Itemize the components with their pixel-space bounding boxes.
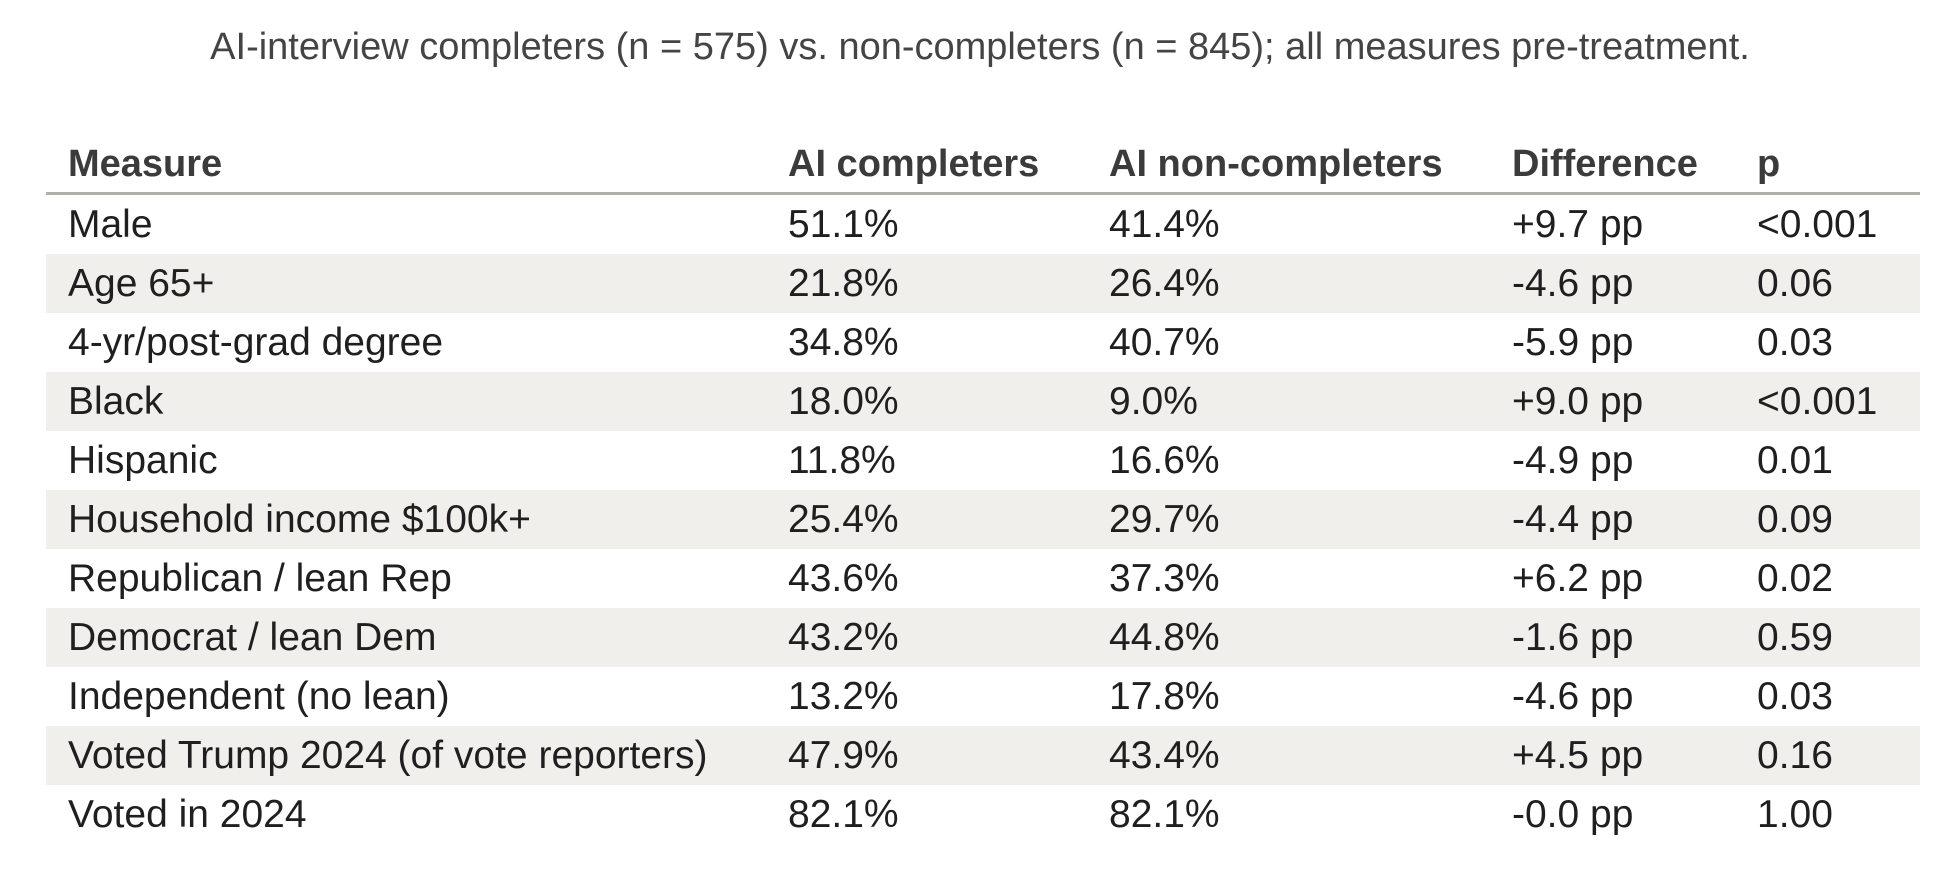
cell-difference: +9.0 pp (1490, 372, 1735, 431)
table-row: Voted in 2024 82.1% 82.1% -0.0 pp 1.00 (46, 785, 1920, 844)
cell-p-value: 0.16 (1735, 726, 1920, 785)
cell-measure: Age 65+ (46, 254, 766, 313)
cell-difference: +9.7 pp (1512, 202, 1644, 246)
table-row: Hispanic 11.8% 16.6% -4.9 pp 0.01 (46, 431, 1920, 490)
cell-ai-non-completers: 41.4% (1109, 202, 1220, 246)
cell-ai-non-completers: 43.4% (1087, 726, 1490, 785)
cell-ai-non-completers: 29.7% (1087, 490, 1490, 549)
cell-ai-completers: 21.8% (766, 254, 1087, 313)
table-row: Household income $100k+ 25.4% 29.7% -4.4… (46, 490, 1920, 549)
cell-p-value: 0.59 (1735, 608, 1920, 667)
cell-ai-completers: 47.9% (766, 726, 1087, 785)
cell-measure: Democrat / lean Dem (46, 608, 766, 667)
cell-ai-completers: 34.8% (788, 320, 899, 364)
cell-ai-completers: 51.1% (788, 202, 899, 246)
comparison-table: Measure AI completers AI non-completers … (46, 136, 1920, 844)
cell-measure: Independent (no lean) (68, 674, 450, 718)
cell-ai-completers: 18.0% (766, 372, 1087, 431)
cell-ai-non-completers: 37.3% (1109, 556, 1220, 600)
table-row: Age 65+ 21.8% 26.4% -4.6 pp 0.06 (46, 254, 1920, 313)
cell-ai-non-completers: 9.0% (1087, 372, 1490, 431)
cell-measure: Male (68, 202, 153, 246)
cell-difference: -4.6 pp (1512, 674, 1634, 718)
cell-measure: Hispanic (68, 438, 218, 482)
header-ai-non-completers: AI non-completers (1087, 136, 1490, 195)
table-row: Black 18.0% 9.0% +9.0 pp <0.001 (46, 372, 1920, 431)
cell-p-value: 0.09 (1735, 490, 1920, 549)
table-row: Male 51.1% 41.4% +9.7 pp <0.001 (46, 194, 1920, 255)
cell-ai-completers: 13.2% (788, 674, 899, 718)
cell-ai-completers: 82.1% (788, 792, 899, 836)
cell-ai-non-completers: 40.7% (1109, 320, 1220, 364)
table-row: Independent (no lean) 13.2% 17.8% -4.6 p… (46, 667, 1920, 726)
cell-measure: Voted in 2024 (68, 792, 307, 836)
cell-p-value: <0.001 (1735, 372, 1920, 431)
cell-difference: -5.9 pp (1512, 320, 1634, 364)
cell-p-value: 0.01 (1757, 438, 1833, 482)
header-difference: Difference (1490, 136, 1735, 195)
cell-difference: -4.9 pp (1512, 438, 1634, 482)
cell-difference: +4.5 pp (1490, 726, 1735, 785)
cell-p-value: 1.00 (1757, 792, 1833, 836)
cell-difference: -0.0 pp (1512, 792, 1634, 836)
cell-ai-completers: 11.8% (788, 438, 896, 482)
cell-ai-non-completers: 82.1% (1109, 792, 1220, 836)
table-row: Democrat / lean Dem 43.2% 44.8% -1.6 pp … (46, 608, 1920, 667)
cell-ai-completers: 43.6% (788, 556, 899, 600)
cell-p-value: 0.02 (1757, 556, 1833, 600)
cell-p-value: 0.03 (1757, 674, 1833, 718)
cell-ai-non-completers: 44.8% (1087, 608, 1490, 667)
cell-measure: 4-yr/post-grad degree (68, 320, 444, 364)
cell-p-value: <0.001 (1757, 202, 1878, 246)
cell-measure: Voted Trump 2024 (of vote reporters) (46, 726, 766, 785)
table-caption: AI-interview completers (n = 575) vs. no… (210, 26, 1750, 68)
cell-measure: Republican / lean Rep (68, 556, 452, 600)
header-measure: Measure (46, 136, 766, 195)
table-header-row: Measure AI completers AI non-completers … (46, 136, 1920, 195)
cell-ai-completers: 25.4% (766, 490, 1087, 549)
cell-ai-completers: 43.2% (766, 608, 1087, 667)
header-p-value: p (1735, 136, 1920, 195)
cell-p-value: 0.06 (1735, 254, 1920, 313)
cell-measure: Black (46, 372, 766, 431)
cell-p-value: 0.03 (1757, 320, 1833, 364)
cell-difference: +6.2 pp (1512, 556, 1644, 600)
table-row: Voted Trump 2024 (of vote reporters) 47.… (46, 726, 1920, 785)
cell-ai-non-completers: 17.8% (1109, 674, 1220, 718)
table-row: Republican / lean Rep 43.6% 37.3% +6.2 p… (46, 549, 1920, 608)
cell-difference: -1.6 pp (1490, 608, 1735, 667)
cell-difference: -4.6 pp (1490, 254, 1735, 313)
header-ai-completers: AI completers (766, 136, 1087, 195)
cell-difference: -4.4 pp (1490, 490, 1735, 549)
cell-measure: Household income $100k+ (46, 490, 766, 549)
table-row: 4-yr/post-grad degree 34.8% 40.7% -5.9 p… (46, 313, 1920, 372)
cell-ai-non-completers: 16.6% (1109, 438, 1220, 482)
cell-ai-non-completers: 26.4% (1087, 254, 1490, 313)
